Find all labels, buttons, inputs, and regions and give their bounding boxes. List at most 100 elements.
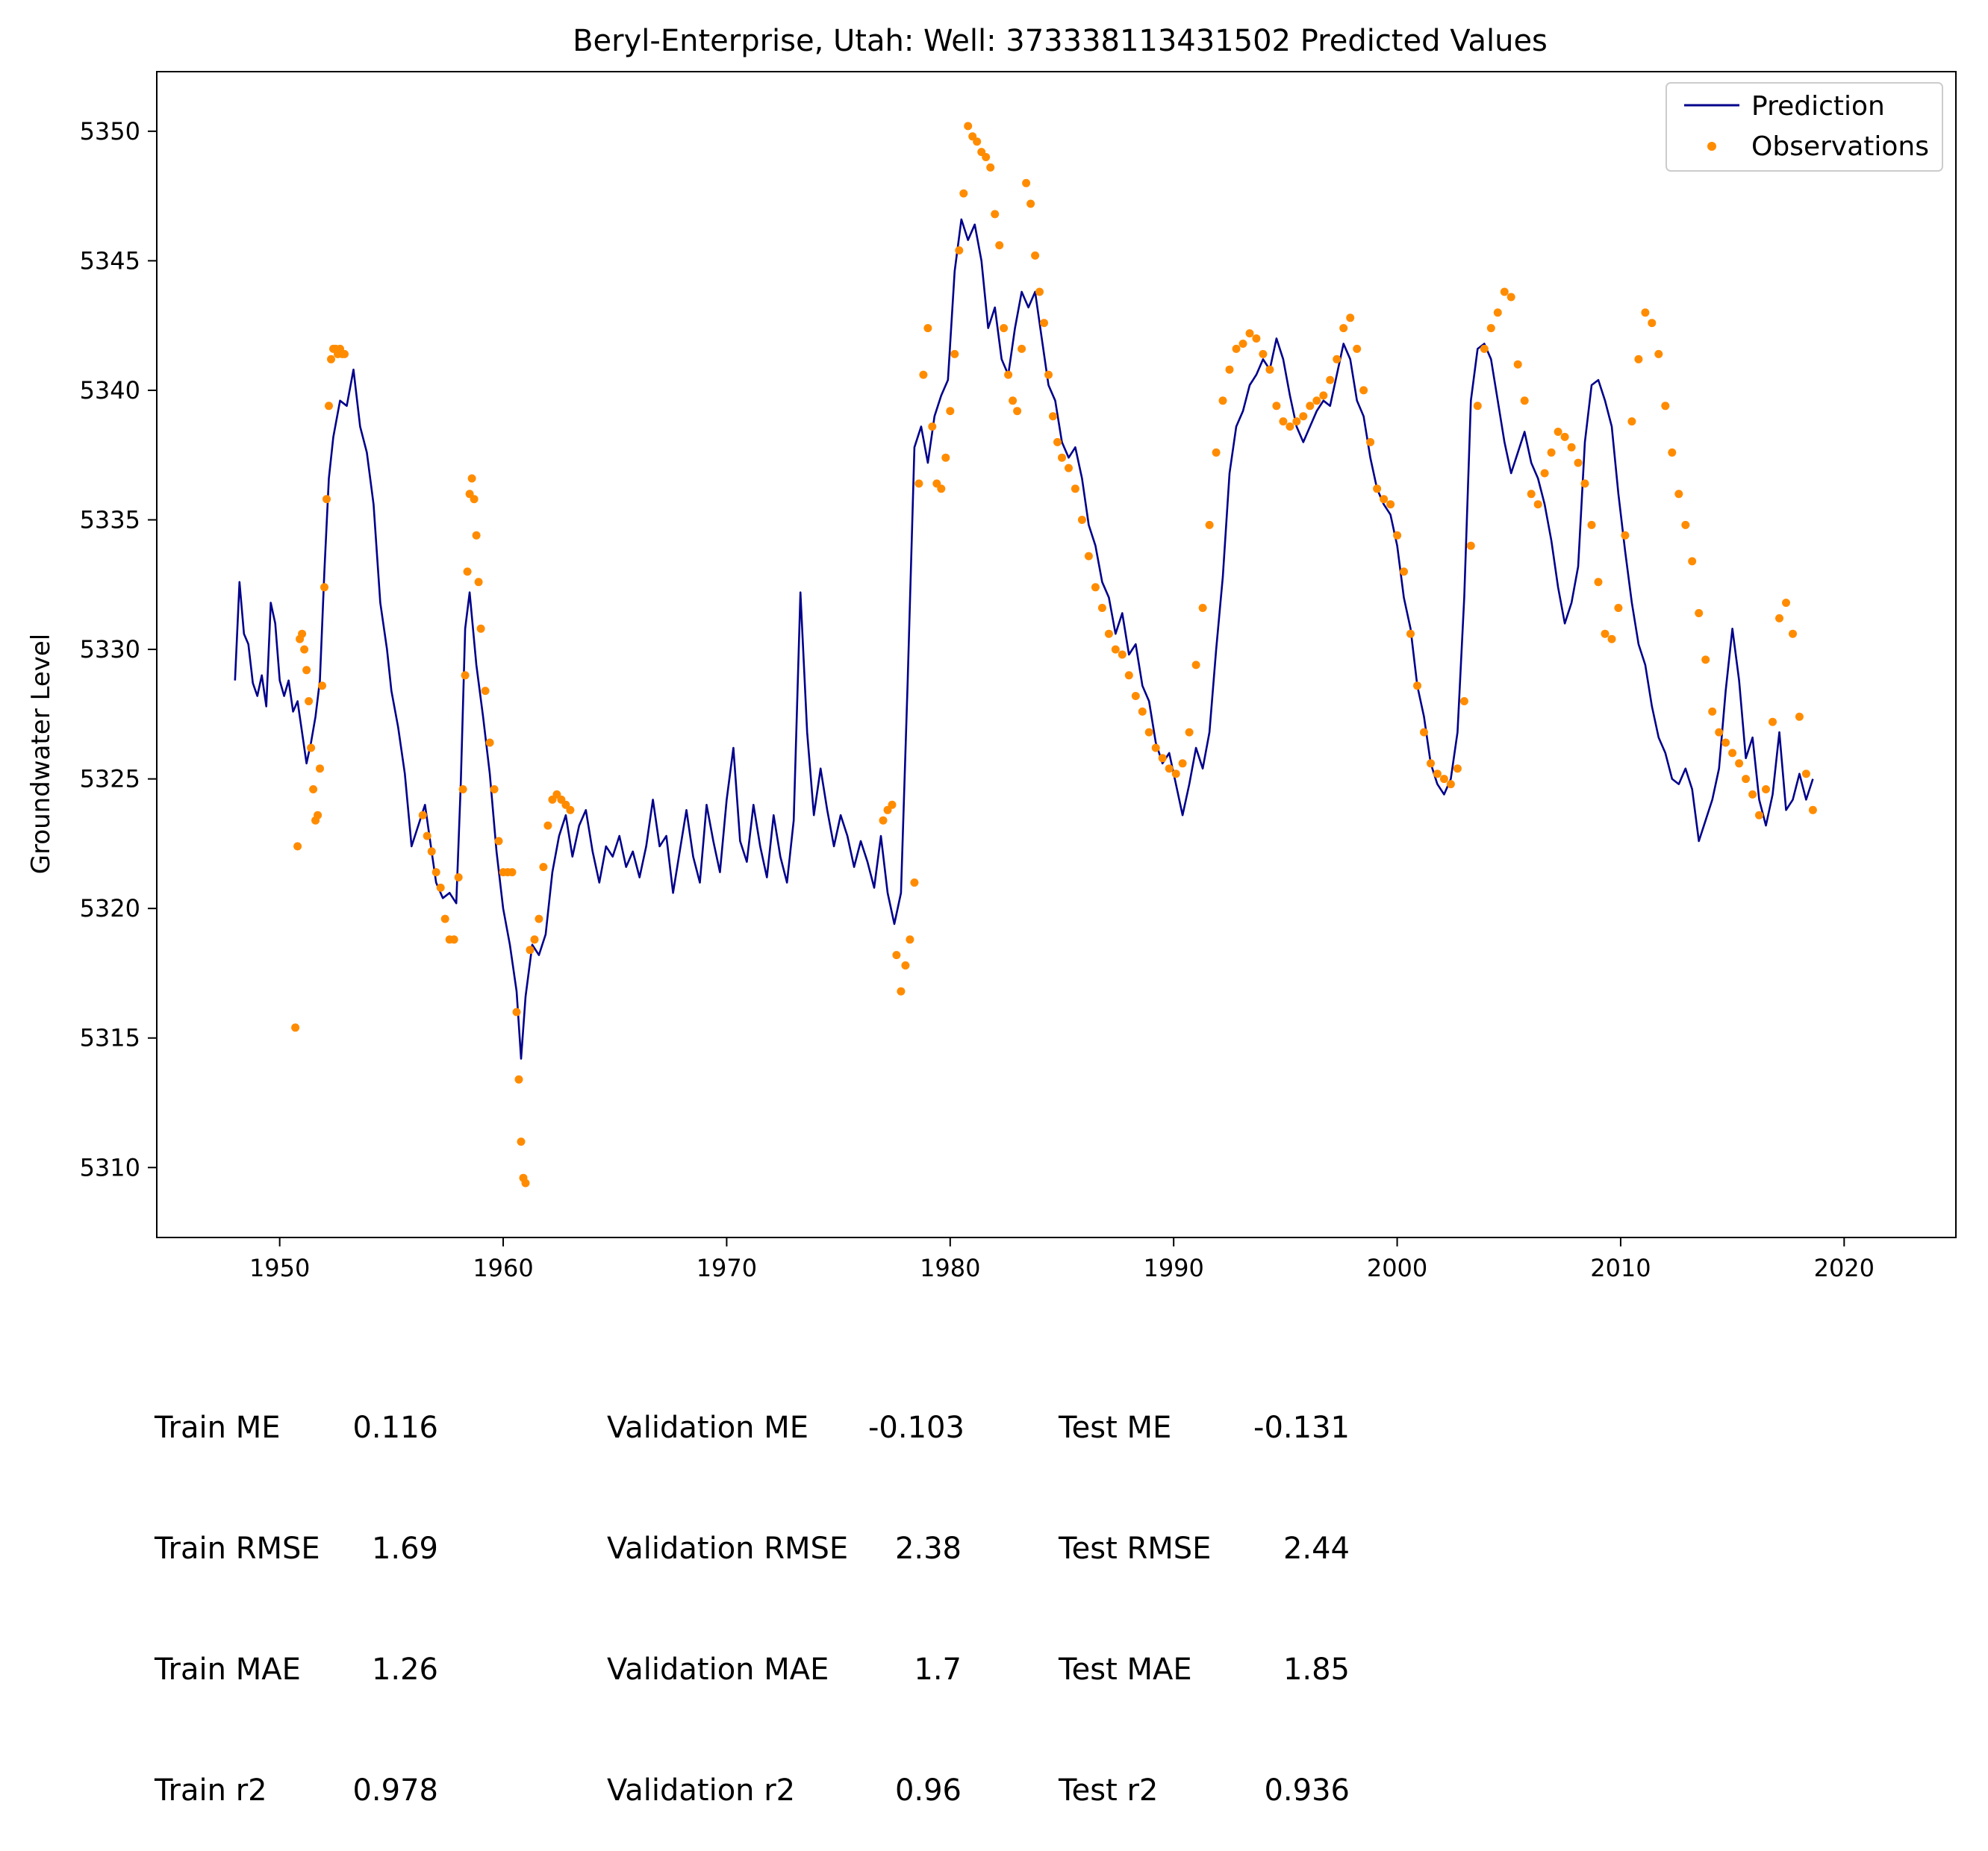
observation-point (1493, 308, 1502, 317)
metric-label: Validation r2 (607, 1773, 796, 1808)
observation-point (1026, 199, 1035, 208)
observation-point (1500, 287, 1509, 296)
observation-point (1574, 458, 1583, 467)
observation-point (458, 785, 467, 793)
observation-point (314, 811, 322, 820)
metric-label: Train RMSE (155, 1532, 320, 1566)
observation-point (1601, 629, 1610, 638)
prediction-line (234, 218, 1814, 1060)
observation-point (1171, 770, 1180, 778)
observation-point (1292, 417, 1301, 426)
observation-point (1339, 324, 1348, 333)
observation-point (901, 961, 910, 970)
observation-point (1486, 324, 1495, 333)
observation-point (1031, 251, 1040, 260)
observation-point (494, 837, 503, 846)
observation-point (928, 422, 937, 431)
metrics-validation: Validation ME -0.103 Validation RMSE 2.38 … (607, 1327, 965, 1851)
observation-point (1453, 764, 1462, 773)
metric-label: Train r2 (155, 1773, 267, 1808)
metric-value: 0.96 (894, 1773, 962, 1808)
observation-point (340, 349, 349, 358)
observation-point (1580, 479, 1589, 488)
observation-point (1533, 500, 1542, 509)
metric-value: 1.26 (371, 1652, 438, 1687)
observation-point (298, 629, 307, 638)
metric-value: -0.131 (1253, 1411, 1350, 1445)
observation-point (481, 687, 490, 696)
observation-point (1185, 728, 1194, 737)
metric-value: -0.103 (868, 1411, 965, 1445)
observation-point (1205, 520, 1214, 529)
observation-point (1554, 428, 1562, 436)
metric-label: Validation MAE (607, 1652, 829, 1687)
observation-point (1013, 407, 1022, 416)
metric-label: Train MAE (155, 1652, 301, 1687)
observation-point (1506, 293, 1515, 302)
observation-point (1782, 599, 1790, 608)
metrics-test: Test ME -0.131 Test RMSE 2.44 Test MAE 1.85… (1059, 1327, 1350, 1851)
y-tick-label: 5320 (80, 894, 140, 923)
observation-point (1715, 728, 1724, 737)
observation-point (1265, 365, 1274, 374)
observation-point (1560, 432, 1569, 441)
observation-point (1775, 614, 1783, 622)
observation-point (1380, 495, 1389, 504)
metric-label: Validation ME (607, 1411, 809, 1445)
metric-row: Train MAE 1.26 (155, 1649, 438, 1690)
observation-point (423, 831, 431, 840)
observation-point (1513, 360, 1522, 369)
observation-point (1748, 790, 1757, 799)
y-tick-label: 5330 (80, 635, 140, 664)
observation-point (449, 935, 458, 944)
observation-point (888, 800, 897, 809)
chart-title: Beryl-Enterprise, Utah: Well: 3733381134… (573, 24, 1548, 58)
y-tick-label: 5315 (80, 1024, 140, 1052)
observation-point (1272, 402, 1281, 411)
observation-point (1540, 469, 1549, 478)
legend: Prediction Observations (1666, 82, 1943, 172)
observation-point (454, 873, 463, 881)
observation-point (879, 816, 888, 825)
metric-label: Test MAE (1059, 1652, 1192, 1687)
metric-row: Train RMSE 1.69 (155, 1529, 438, 1569)
observation-point (1218, 396, 1227, 405)
observation-point (526, 946, 535, 955)
observation-point (325, 402, 333, 411)
y-tick-label: 5310 (80, 1153, 140, 1182)
observation-point (1446, 780, 1455, 789)
observation-point (1004, 370, 1013, 379)
observation-point (1245, 329, 1254, 338)
metric-value: 2.38 (894, 1532, 962, 1566)
observation-point (1762, 785, 1770, 793)
observation-point (431, 868, 440, 877)
metric-row: Validation MAE 1.7 (607, 1649, 962, 1690)
y-tick-label: 5335 (80, 506, 140, 534)
observation-point (1232, 344, 1241, 353)
metric-value: 0.978 (352, 1773, 438, 1808)
legend-observations-label: Observations (1751, 131, 1929, 162)
observation-point (1198, 604, 1207, 612)
y-axis-label: Groundwater Level (26, 634, 56, 875)
metric-row: Test MAE 1.85 (1059, 1649, 1350, 1690)
observation-point (1789, 629, 1797, 638)
observation-point (461, 671, 470, 680)
observation-point (955, 246, 964, 255)
observation-point (1627, 417, 1636, 426)
metric-row: Train ME 0.116 (155, 1408, 438, 1448)
y-tick-label: 5345 (80, 246, 140, 275)
x-tick-label: 1980 (920, 1254, 980, 1282)
observation-point (309, 785, 318, 793)
observation-point (1614, 604, 1623, 612)
metric-row: Test r2 0.936 (1059, 1770, 1350, 1811)
observation-point (1084, 552, 1093, 561)
observation-point (318, 681, 326, 690)
metric-value: 0.116 (352, 1411, 438, 1445)
observation-point (1071, 484, 1079, 493)
observation-point (1319, 391, 1328, 400)
y-tick-label: 5350 (80, 117, 140, 146)
observation-point (1735, 759, 1744, 768)
observation-point (1118, 650, 1127, 659)
observation-point (1097, 604, 1106, 612)
observation-point (1053, 437, 1062, 446)
